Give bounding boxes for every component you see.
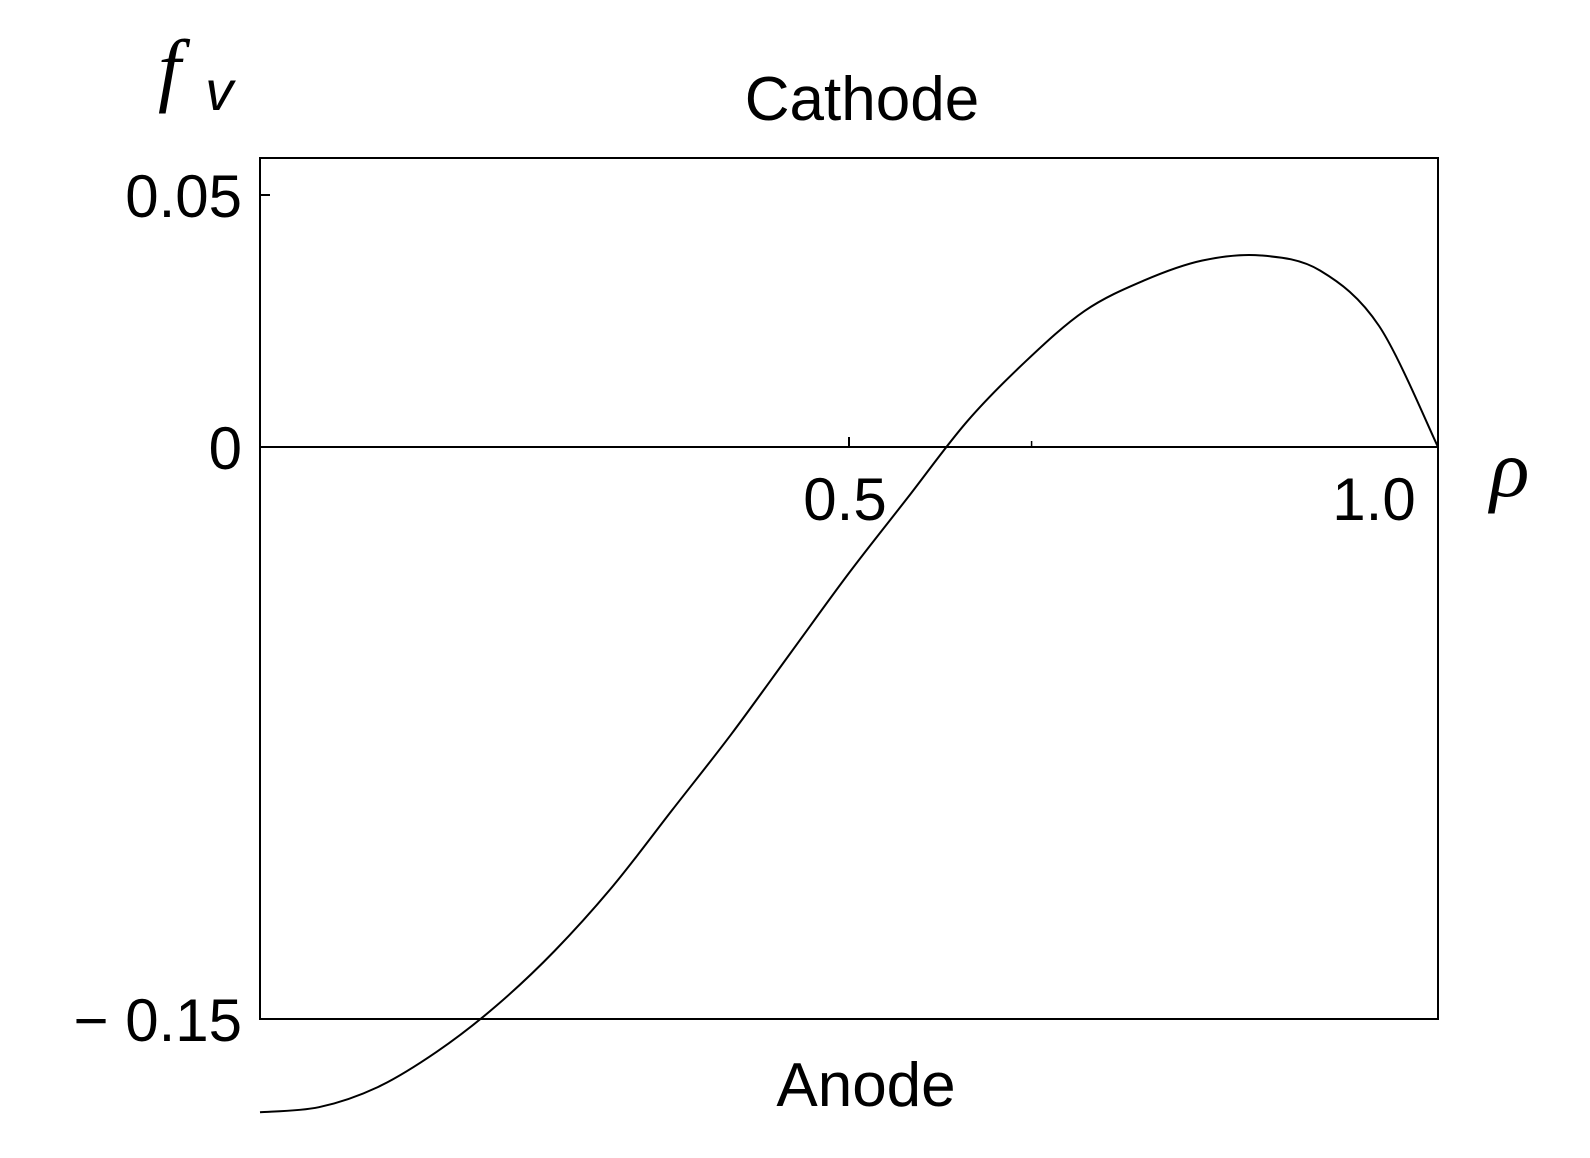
x-tick-label: 0.5 [803,466,886,533]
y-axis-label-sub: v [205,59,236,122]
plot-frame [259,157,1439,1020]
series-line [259,253,1439,1114]
y-axis-label-main: f [158,23,191,114]
anode-label: Anode [776,1051,955,1120]
cathode-label: Cathode [745,65,979,134]
y-tick-label: − 0.15 [74,987,243,1054]
ticks: 0.5 1.0 0.05 0 − 0.15 [74,163,1439,1054]
x-tick-label: 1.0 [1332,466,1415,533]
x-axis-label: ρ [1487,423,1529,514]
y-axis-label: f v [158,23,236,122]
y-tick-label: 0 [209,415,242,482]
y-tick-label: 0.05 [125,163,242,230]
